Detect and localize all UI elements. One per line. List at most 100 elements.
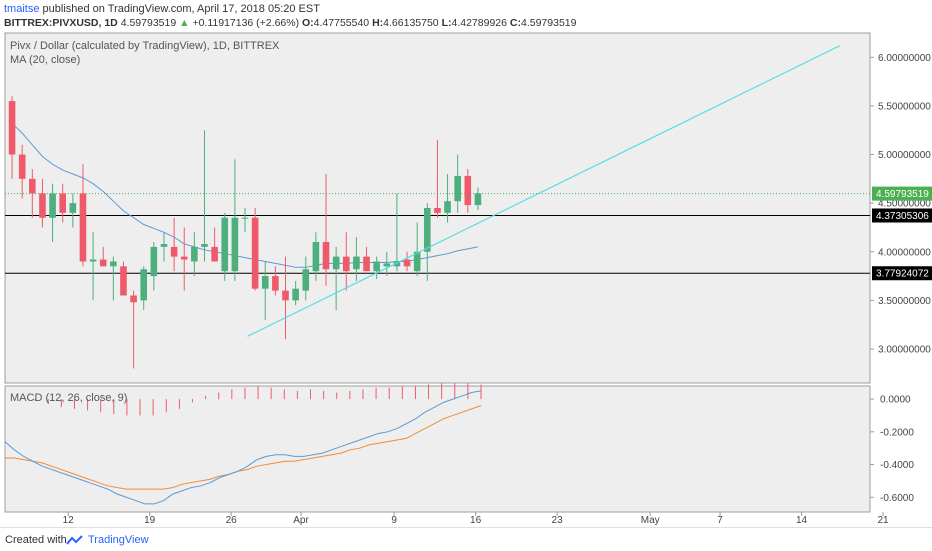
candle-body <box>211 246 218 262</box>
last-price-tag-text: 4.59793519 <box>876 189 929 200</box>
candle-body <box>272 276 279 291</box>
candle <box>282 256 289 340</box>
candle <box>170 217 178 272</box>
chart-title: Pivx / Dollar (calculated by TradingView… <box>10 40 280 52</box>
candle-body <box>413 251 421 272</box>
candle <box>423 203 431 281</box>
candle <box>99 246 107 267</box>
price-tick-label: 5.00000000 <box>878 150 931 161</box>
x-tick-label: 26 <box>226 515 238 526</box>
x-tick-label: 7 <box>717 515 723 526</box>
candle-body <box>282 290 289 301</box>
candle-body <box>39 193 46 218</box>
last-price-tag: 4.59793519 <box>872 186 932 201</box>
candle-body <box>221 217 229 272</box>
open-label: O: <box>302 17 314 29</box>
candle-body <box>342 256 350 272</box>
candle <box>140 266 148 311</box>
candle-body <box>393 261 401 267</box>
candle <box>29 169 36 218</box>
candle <box>150 242 158 291</box>
candle-body <box>8 101 16 155</box>
low-label: L: <box>441 17 452 29</box>
footer: Created with TradingView <box>0 527 932 551</box>
level-price-tag-box <box>872 208 932 223</box>
level-price-tag-text: 3.77924072 <box>876 269 929 280</box>
candle <box>211 227 218 262</box>
candle <box>353 237 360 281</box>
candle <box>231 159 239 281</box>
candle-body <box>474 193 482 206</box>
x-tick-label: 14 <box>796 515 808 526</box>
open-value: 4.47755540 <box>313 17 370 29</box>
level-price-tag-text: 4.37305306 <box>876 211 929 222</box>
candle-body <box>363 256 370 272</box>
candle-body <box>231 217 239 272</box>
candle-body <box>383 263 391 267</box>
candle <box>373 256 380 279</box>
candle <box>261 261 269 320</box>
x-tick-label: 19 <box>144 515 156 526</box>
candle <box>69 193 77 228</box>
up-arrow-icon: ▲ <box>179 17 190 29</box>
x-tick-label: 21 <box>877 515 889 526</box>
candle-body <box>170 246 178 257</box>
macd-pane <box>4 385 871 513</box>
candle <box>272 266 279 296</box>
candle-body <box>302 269 310 291</box>
candle-body <box>312 242 320 272</box>
candle <box>393 193 401 272</box>
candle <box>241 208 249 233</box>
macd-tick-label: -0.2000 <box>880 427 914 438</box>
candle-body <box>434 208 441 213</box>
candle <box>454 154 461 213</box>
candle <box>464 169 472 213</box>
created-with-text: Created with <box>5 534 67 546</box>
macd-signal-line <box>5 405 482 490</box>
x-tick-label: 23 <box>552 515 564 526</box>
symbol-label: BITTREX:PIVXUSD, 1D <box>4 17 118 29</box>
candle <box>89 232 97 301</box>
candle <box>342 232 350 291</box>
chart-canvas[interactable]: 12 19 26 Apr 9 16 23 May 7 14 21 3.00000000 3.500000… <box>0 0 932 527</box>
candle <box>312 232 320 281</box>
candle-body <box>241 217 249 219</box>
candle-body <box>292 288 299 301</box>
candle-body <box>191 246 198 262</box>
high-value: 4.66135750 <box>383 17 439 29</box>
candle-body <box>150 246 158 277</box>
candle-body <box>261 276 269 289</box>
candle <box>49 183 56 243</box>
candle <box>130 290 137 369</box>
macd-legend: MACD (12, 26, close, 9) <box>10 392 128 404</box>
close-label: C: <box>509 17 521 29</box>
candle <box>120 261 127 296</box>
candle-body <box>373 261 380 272</box>
candle-body <box>160 243 168 247</box>
macd-tick-label: 0.0000 <box>880 395 911 406</box>
candle-body <box>49 193 56 218</box>
level-price-tag: 4.37305306 <box>872 208 932 223</box>
x-tick-label: Apr <box>293 515 309 526</box>
candle-body <box>423 208 431 252</box>
author-name[interactable]: tmaitse <box>4 3 40 15</box>
candle <box>403 251 411 272</box>
x-tick-label: 16 <box>470 515 482 526</box>
ma-legend: MA (20, close) <box>10 54 81 66</box>
candle-body <box>201 243 208 247</box>
candle-body <box>251 217 259 289</box>
price-tick-label: 5.50000000 <box>878 101 931 112</box>
publish-text: published on TradingView.com, April 17, … <box>42 3 320 15</box>
macd-tick-label: -0.4000 <box>880 460 914 471</box>
close-value: 4.59793519 <box>521 17 577 29</box>
macd-tick-label: -0.6000 <box>880 493 914 504</box>
candle <box>160 232 168 262</box>
low-value: 4.42789926 <box>451 17 507 29</box>
candle <box>474 187 482 210</box>
level-price-tag: 3.77924072 <box>872 266 932 281</box>
candle <box>413 222 421 277</box>
candle <box>332 246 340 311</box>
candle-body <box>140 269 148 301</box>
tradingview-brand[interactable]: TradingView <box>88 534 149 546</box>
tradingview-logo-icon <box>66 535 83 545</box>
